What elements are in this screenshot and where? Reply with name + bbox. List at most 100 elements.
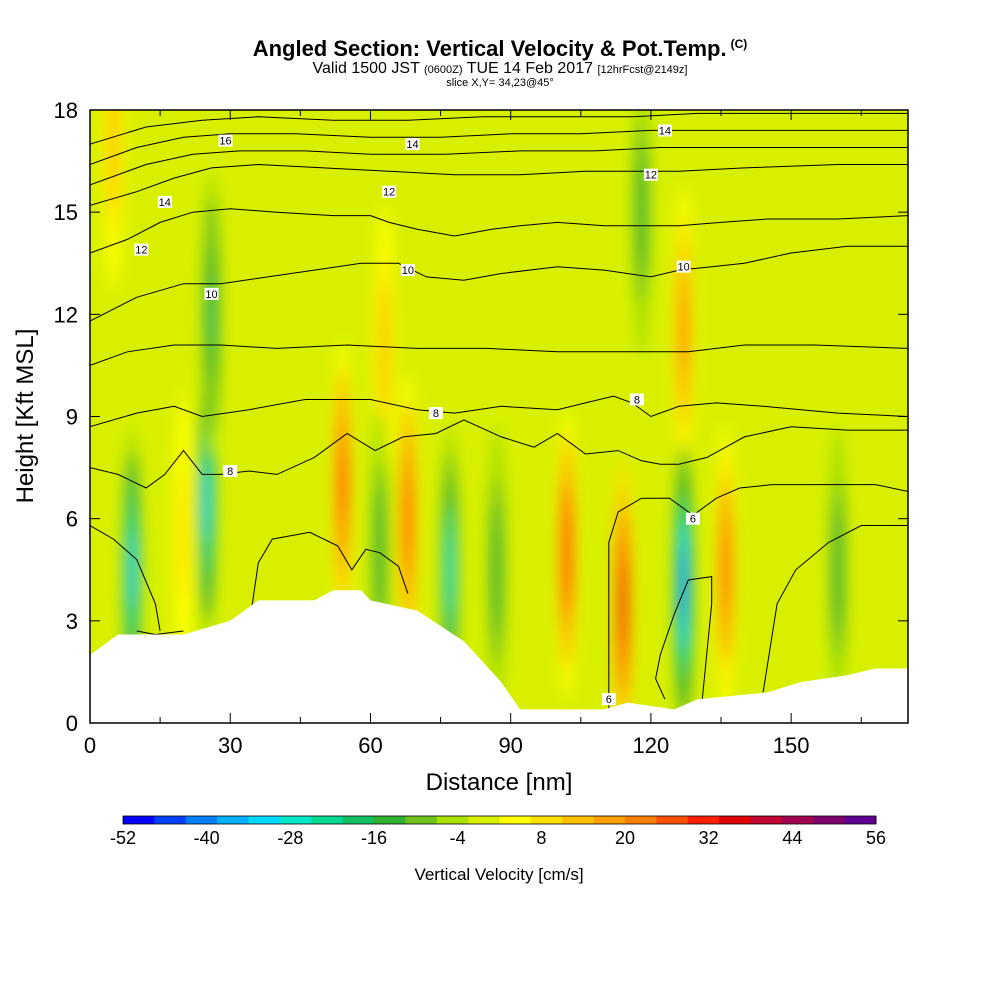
colorbar-tick-label: 32 bbox=[699, 828, 719, 848]
chart-title: Angled Section: Vertical Velocity & Pot.… bbox=[0, 36, 1000, 62]
colorbar-frame bbox=[122, 815, 877, 825]
theta-contour bbox=[90, 419, 908, 489]
downdraft-core bbox=[638, 172, 645, 253]
y-tick-label: 12 bbox=[54, 302, 78, 327]
colorbar-swatch bbox=[562, 816, 595, 824]
colorbar-swatch bbox=[781, 816, 814, 824]
colorbar-tick-label: -4 bbox=[450, 828, 466, 848]
contour-label-bg bbox=[400, 264, 415, 277]
colorbar-tick-label: -16 bbox=[361, 828, 387, 848]
contour-label: 6 bbox=[606, 694, 612, 706]
colorbar-swatch bbox=[687, 816, 720, 824]
contour-label: 8 bbox=[433, 408, 439, 420]
title-unit: (C) bbox=[730, 36, 748, 51]
theta-contour bbox=[608, 484, 908, 710]
downdraft-core bbox=[204, 461, 210, 542]
downdraft-core bbox=[493, 529, 500, 610]
updraft-core bbox=[680, 291, 687, 372]
terrain bbox=[90, 590, 908, 723]
contour-label: 8 bbox=[227, 466, 233, 478]
x-tick-label: 0 bbox=[84, 733, 96, 758]
updraft-core bbox=[110, 110, 117, 185]
valid-z: (0600Z) bbox=[424, 64, 463, 76]
theta-contour bbox=[248, 531, 409, 628]
theta-contour bbox=[90, 525, 161, 632]
colorbar-swatch bbox=[750, 816, 783, 824]
colorbar-swatch bbox=[813, 816, 846, 824]
colorbar-swatch bbox=[656, 816, 689, 824]
theta-contour bbox=[90, 147, 908, 186]
theta-contour bbox=[90, 395, 908, 428]
contour-label: 14 bbox=[406, 139, 418, 151]
terrain-mask bbox=[90, 590, 908, 723]
colorbar-swatch bbox=[374, 816, 406, 824]
theta-contour bbox=[90, 112, 908, 145]
contour-label-bg bbox=[629, 393, 644, 406]
colorbar-label: Vertical Velocity [cm/s] bbox=[414, 865, 583, 884]
contour-label: 6 bbox=[690, 514, 696, 526]
y-axis-label: Height [Kft MSL] bbox=[12, 329, 39, 504]
colorbar-swatch bbox=[248, 816, 281, 824]
colorbar-swatch bbox=[154, 816, 187, 824]
updraft-core bbox=[620, 563, 626, 644]
updraft-core bbox=[405, 478, 411, 559]
contour-label: 12 bbox=[645, 170, 657, 182]
x-tick-label: 120 bbox=[633, 733, 670, 758]
contour-label-bg bbox=[223, 464, 238, 477]
colorbar-swatch bbox=[436, 816, 469, 824]
contour-label-bg bbox=[685, 512, 700, 525]
contour-label: 10 bbox=[205, 289, 217, 301]
valid-date: TUE 14 Feb 2017 bbox=[466, 60, 593, 77]
contour-label: 12 bbox=[383, 187, 395, 199]
valid-time: Valid 1500 JST (0600Z) TUE 14 Feb 2017 [… bbox=[0, 60, 1000, 78]
y-tick-label: 18 bbox=[54, 98, 78, 123]
x-tick-label: 90 bbox=[498, 733, 522, 758]
colorbar-swatch bbox=[468, 816, 500, 824]
theta-contour bbox=[90, 129, 908, 165]
contour-label-bg bbox=[643, 168, 658, 181]
colorbar-swatch bbox=[185, 816, 218, 824]
title-main: Angled Section: Vertical Velocity & Pot.… bbox=[252, 36, 727, 61]
contour-label-bg bbox=[405, 138, 420, 151]
x-tick-label: 150 bbox=[773, 733, 810, 758]
contour-label-bg bbox=[428, 407, 443, 420]
theta-contour bbox=[655, 576, 713, 700]
colorbar-swatch bbox=[719, 816, 751, 824]
contour-label: 10 bbox=[402, 265, 414, 277]
y-tick-label: 0 bbox=[66, 711, 78, 736]
colorbar-swatch bbox=[217, 816, 249, 824]
contour-label: 14 bbox=[659, 125, 671, 137]
colorbar-swatch bbox=[405, 816, 438, 824]
theta-contour bbox=[762, 525, 908, 693]
forecast-info: [12hrFcst@2149z] bbox=[597, 64, 688, 76]
theta-contour bbox=[90, 344, 908, 366]
updraft-core bbox=[381, 308, 388, 389]
valid-prefix: Valid 1500 JST bbox=[312, 60, 420, 77]
downdraft-core bbox=[835, 529, 841, 610]
slice-info: slice X,Y= 34,23@45° bbox=[446, 77, 554, 89]
updraft-core bbox=[339, 444, 346, 525]
contour-label-bg bbox=[382, 185, 397, 198]
colorbar-swatch bbox=[342, 816, 375, 824]
colorbar-swatch bbox=[625, 816, 657, 824]
y-tick-label: 9 bbox=[66, 405, 78, 430]
contour-label-bg bbox=[218, 134, 233, 147]
downdraft-core bbox=[208, 274, 215, 355]
y-tick-label: 6 bbox=[66, 507, 78, 532]
contour-label: 8 bbox=[634, 394, 640, 406]
colorbar-swatch bbox=[530, 816, 563, 824]
colorbar-tick-label: 44 bbox=[782, 828, 802, 848]
theta-contour bbox=[90, 163, 908, 206]
x-axis-label: Distance [nm] bbox=[426, 769, 573, 796]
updraft-core bbox=[563, 512, 570, 593]
contour-label: 16 bbox=[219, 136, 231, 148]
potential-temperature-contours bbox=[90, 112, 908, 710]
theta-contour bbox=[90, 208, 908, 254]
downdraft-core bbox=[680, 546, 687, 627]
y-tick-label: 3 bbox=[66, 609, 78, 634]
contour-label-bg bbox=[134, 243, 149, 256]
contour-label-bg bbox=[601, 693, 616, 706]
colorbar-swatch bbox=[593, 816, 626, 824]
contour-label-bg bbox=[204, 287, 219, 300]
